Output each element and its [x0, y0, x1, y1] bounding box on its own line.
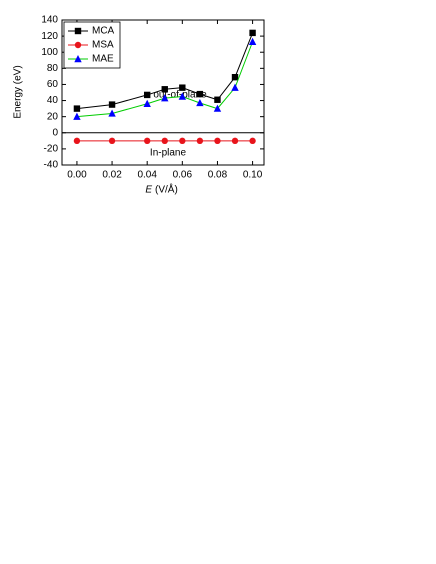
data-point: [73, 137, 81, 145]
y-tick-label: 40: [47, 95, 59, 106]
data-point: [143, 91, 151, 99]
y-tick-label: 100: [41, 47, 58, 58]
data-point: [161, 137, 168, 145]
data-point: [143, 99, 151, 107]
y-axis-label: Energy (eV): [13, 65, 24, 118]
data-point: [161, 86, 168, 93]
x-tick-label: 0.06: [173, 170, 193, 181]
data-point: [178, 92, 187, 100]
x-tick-label: 0.08: [208, 170, 228, 181]
legend-label: MSA: [92, 40, 114, 51]
data-point: [161, 94, 169, 102]
x-axis-label: E: [145, 185, 152, 196]
data-point: [196, 137, 204, 145]
data-point: [108, 109, 116, 117]
data-point: [249, 29, 256, 37]
x-tick-label: 0.10: [243, 170, 263, 181]
data-point: [108, 101, 116, 108]
y-tick-label: -20: [44, 144, 59, 155]
x-axis-label: (V/Å): [155, 183, 178, 196]
y-tick-label: 0: [52, 127, 58, 138]
annotation: out-of-plane: [153, 90, 207, 101]
data-point: [231, 137, 239, 145]
data-point: [73, 105, 81, 112]
data-point: [143, 137, 151, 145]
y-tick-label: 20: [47, 111, 59, 122]
y-tick-label: 140: [41, 15, 58, 26]
legend-marker: [74, 27, 82, 35]
data-point: [213, 104, 222, 112]
x-tick-label: 0.00: [67, 170, 87, 181]
data-point: [179, 84, 186, 91]
data-point: [214, 96, 221, 103]
legend-label: MAE: [92, 54, 114, 65]
x-tick-label: 0.02: [102, 170, 122, 181]
data-point: [231, 83, 239, 91]
data-point: [214, 137, 221, 145]
y-tick-label: 80: [47, 63, 59, 74]
data-point: [73, 112, 81, 120]
data-point: [196, 98, 204, 107]
data-point: [179, 137, 186, 145]
x-tick-label: 0.04: [137, 170, 157, 181]
y-tick-label: 60: [47, 79, 59, 90]
data-point: [196, 90, 204, 98]
data-point: [248, 37, 257, 45]
legend-marker: [74, 41, 82, 49]
y-tick-label: 120: [41, 31, 58, 42]
annotation: In-plane: [150, 148, 187, 159]
plot-frame: [61, 19, 265, 166]
y-tick-label: -40: [44, 160, 59, 171]
data-point: [108, 137, 116, 145]
data-point: [231, 73, 239, 81]
legend-label: MCA: [92, 26, 115, 37]
data-point: [249, 137, 256, 145]
legend-marker: [74, 55, 82, 63]
